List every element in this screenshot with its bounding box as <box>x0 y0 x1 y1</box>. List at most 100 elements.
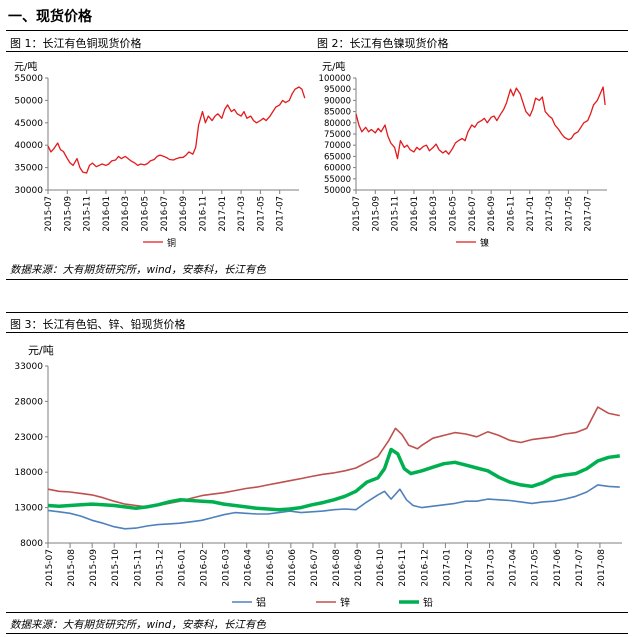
source-rule-2-top <box>6 612 628 613</box>
chart2-y-tick-label: 55000 <box>324 175 351 185</box>
chart3-x-tick-label: 2017-08 <box>597 549 607 587</box>
chart3-x-tick-label: 2015-10 <box>111 549 121 587</box>
chart1-x-tick-label: 2017-03 <box>237 196 247 232</box>
chart3-x-tick-label: 2016-03 <box>222 549 232 587</box>
chart1-y-tick-label: 55000 <box>14 74 43 84</box>
chart3-x-tick-label: 2016-12 <box>420 549 430 587</box>
chart2-x-tick-label: 2015-09 <box>371 196 381 232</box>
chart2-y-tick-label: 70000 <box>324 141 351 151</box>
chart2-x-tick-label: 2017-05 <box>564 196 574 232</box>
chart1-x-tick-label: 2016-05 <box>141 196 151 232</box>
caption-rule-2 <box>6 332 628 333</box>
chart1-y-tick-label: 40000 <box>14 141 43 151</box>
chart3-x-tick-label: 2017-04 <box>509 549 519 587</box>
chart2-x-tick-label: 2017-01 <box>526 196 536 232</box>
chart1-y-tick-label: 45000 <box>14 119 43 129</box>
chart3-y-tick-label: 33000 <box>14 362 43 372</box>
chart3-y-tick-label: 23000 <box>14 433 43 443</box>
chart3-x-tick-label: 2017-03 <box>487 549 497 587</box>
chart3-series-line-3 <box>47 447 621 512</box>
caption-rule-2-top <box>6 312 628 313</box>
chart3-x-tick-label: 2016-06 <box>288 549 298 587</box>
chart3-y-tick-label: 8000 <box>20 539 43 549</box>
chart3-series-line-1 <box>47 484 620 530</box>
chart1-x-tick-label: 2015-07 <box>44 196 54 232</box>
chart3-x-tick-label: 2016-09 <box>354 549 364 587</box>
chart1-legend-label-1: 铜 <box>167 237 176 249</box>
chart3-x-tick-label: 2017-06 <box>553 549 563 587</box>
chart3-legend-label-3: 铅 <box>423 596 433 609</box>
chart2-y-tick-label: 95000 <box>324 85 351 95</box>
chart1-x-tick-label: 2016-01 <box>102 196 112 232</box>
chart3-legend-label-1: 铝 <box>256 597 266 609</box>
chart3-x-tick-label: 2015-12 <box>155 549 165 587</box>
caption-rule-1 <box>6 51 628 52</box>
figure1-caption: 图 1：长江有色铜现货价格 <box>10 37 142 50</box>
chart3-x-tick-label: 2016-04 <box>244 549 254 587</box>
chart1-unit-label: 元/吨 <box>14 60 37 73</box>
source-rule-2 <box>6 633 628 634</box>
chart3-x-tick-label: 2017-05 <box>531 549 541 587</box>
chart1-x-tick-label: 2016-09 <box>179 196 189 232</box>
chart2-y-tick-label: 50000 <box>324 186 351 196</box>
chart2-y-tick-label: 75000 <box>324 130 351 140</box>
chart3-y-tick-label: 13000 <box>14 504 43 514</box>
chart2-x-tick-label: 2017-07 <box>584 196 594 232</box>
figure2-caption: 图 2：长江有色镍现货价格 <box>317 37 449 50</box>
chart1-y-tick-label: 35000 <box>14 164 43 174</box>
section-title: 一、现货价格 <box>8 9 92 25</box>
chart3-x-tick-label: 2016-11 <box>398 549 408 587</box>
chart1-y-tick-label: 30000 <box>14 186 43 196</box>
chart2-y-tick-label: 65000 <box>324 152 351 162</box>
chart3-x-tick-label: 2017-02 <box>464 549 474 587</box>
chart3-x-tick-label: 2016-02 <box>200 549 210 587</box>
chart2-x-tick-label: 2016-07 <box>468 196 478 232</box>
chart3-y-tick-label: 28000 <box>14 397 43 407</box>
chart2-x-tick-label: 2016-09 <box>487 196 497 232</box>
chart3-x-tick-label: 2016-01 <box>177 549 187 587</box>
chart2-y-tick-label: 90000 <box>324 96 351 106</box>
chart1-x-tick-label: 2016-07 <box>160 196 170 232</box>
chart1-series-line-1 <box>47 86 306 174</box>
chart2-unit-label: 元/吨 <box>322 60 345 73</box>
header-rule <box>6 30 628 31</box>
chart3-x-tick-label: 2015-09 <box>89 549 99 587</box>
chart2-x-tick-label: 2016-05 <box>449 196 459 232</box>
chart1-x-tick-label: 2017-07 <box>276 196 286 232</box>
chart1-x-tick-label: 2017-01 <box>218 196 228 232</box>
chart3-legend-label-2: 锌 <box>340 596 350 609</box>
source-rule-1 <box>6 279 628 280</box>
chart1-x-tick-label: 2016-11 <box>198 196 208 232</box>
chart1-y-tick-label: 50000 <box>14 96 43 106</box>
chart3-x-tick-label: 2017-07 <box>575 549 585 587</box>
chart1-x-tick-label: 2016-03 <box>121 196 131 232</box>
chart2-y-tick-label: 60000 <box>324 164 351 174</box>
chart2-series-line-1 <box>355 86 606 160</box>
source-note-2: 数据来源：大有期货研究所，wind，安泰科，长江有色 <box>10 619 266 631</box>
chart2-y-tick-label: 100000 <box>319 74 351 84</box>
chart3-y-tick-label: 18000 <box>14 468 43 478</box>
chart2-x-tick-label: 2015-11 <box>391 196 401 232</box>
chart3-x-tick-label: 2015-07 <box>45 549 55 587</box>
chart2-x-tick-label: 2017-03 <box>545 196 555 232</box>
chart3-series-line-2 <box>47 406 620 508</box>
chart1-x-tick-label: 2017-05 <box>256 196 266 232</box>
chart3-x-tick-label: 2017-01 <box>442 549 452 587</box>
chart2-x-tick-label: 2016-03 <box>429 196 439 232</box>
source-note-1: 数据来源：大有期货研究所，wind，安泰科，长江有色 <box>10 264 266 276</box>
chart1-x-tick-label: 2015-11 <box>83 196 93 232</box>
chart3-unit-label: 元/吨 <box>28 344 54 357</box>
chart3-x-tick-label: 2016-10 <box>376 549 386 587</box>
chart2-y-tick-label: 85000 <box>324 108 351 118</box>
chart2-y-tick-label: 80000 <box>324 119 351 129</box>
chart2-legend-label-1: 镍 <box>480 237 489 249</box>
chart3-x-tick-label: 2015-11 <box>133 549 143 587</box>
chart1-x-tick-label: 2015-09 <box>63 196 73 232</box>
chart3-x-tick-label: 2015-08 <box>67 549 77 587</box>
chart3-x-tick-label: 2016-08 <box>332 549 342 587</box>
chart3-x-tick-label: 2016-07 <box>310 549 320 587</box>
chart2-x-tick-label: 2016-11 <box>506 196 516 232</box>
chart3-x-tick-label: 2016-05 <box>266 549 276 587</box>
chart2-x-tick-label: 2016-01 <box>410 196 420 232</box>
